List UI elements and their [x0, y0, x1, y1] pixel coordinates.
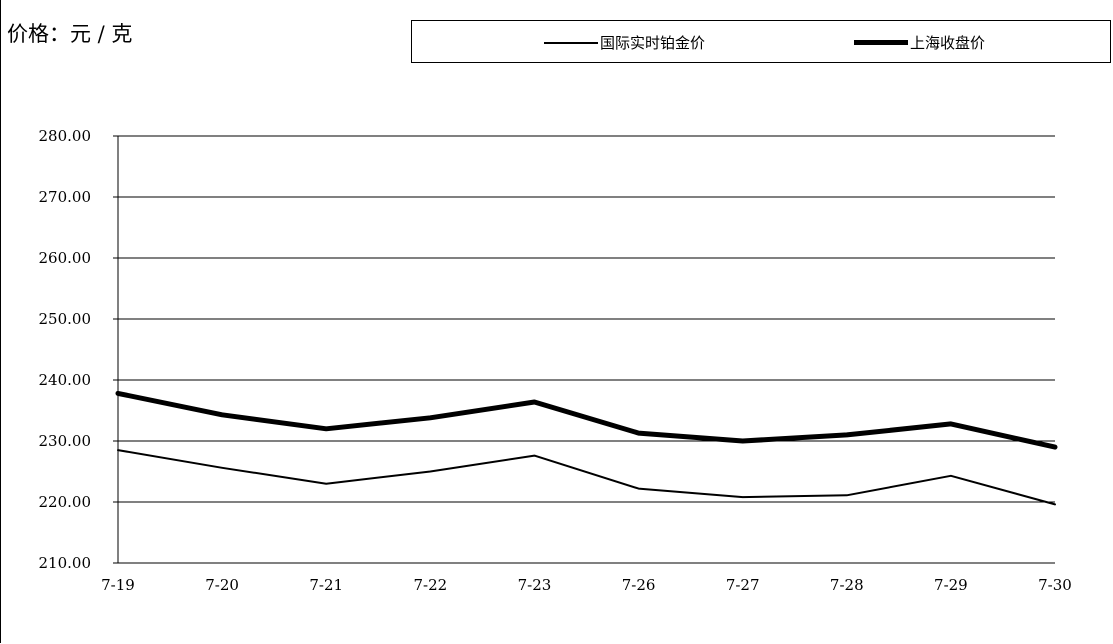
y-tick-label: 210.00 [39, 554, 92, 572]
x-tick-label: 7-21 [309, 576, 343, 594]
series-line-intl [117, 449, 1056, 506]
x-tick-label: 7-29 [934, 576, 968, 594]
x-tick-label: 7-23 [518, 576, 552, 594]
y-tick-label: 250.00 [39, 310, 92, 328]
legend-item-intl: 国际实时铂金价 [544, 32, 705, 53]
x-tick-label: 7-26 [622, 576, 656, 594]
x-tick-label: 7-28 [830, 576, 864, 594]
legend-swatch-sh [854, 40, 908, 45]
x-tick-label: 7-27 [726, 576, 760, 594]
y-unit-label: 价格：元 / 克 [7, 22, 133, 46]
y-tick-label: 270.00 [39, 188, 92, 206]
series-line-sh [115, 390, 1058, 450]
legend-label-sh: 上海收盘价 [910, 34, 986, 52]
y-tick-label: 280.00 [39, 127, 92, 145]
y-tick-label: 240.00 [39, 371, 92, 389]
legend: 国际实时铂金价 上海收盘价 [411, 20, 1111, 63]
y-tick-label: 260.00 [39, 249, 92, 267]
y-tick-label: 230.00 [39, 432, 92, 450]
legend-item-sh: 上海收盘价 [854, 32, 985, 53]
x-tick-label: 7-19 [101, 576, 135, 594]
legend-swatch-intl [544, 41, 598, 44]
y-tick-label: 220.00 [39, 493, 92, 511]
x-tick-label: 7-30 [1038, 576, 1072, 594]
x-tick-label: 7-22 [413, 576, 447, 594]
legend-label-intl: 国际实时铂金价 [600, 34, 706, 52]
x-tick-label: 7-20 [205, 576, 239, 594]
